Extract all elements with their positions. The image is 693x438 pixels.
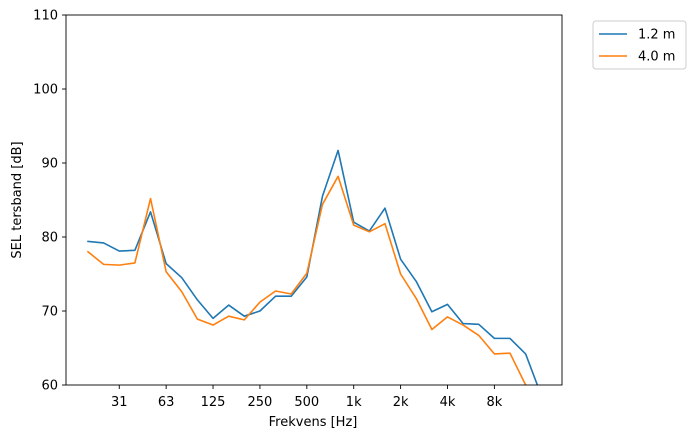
y-tick-label: 70 [41, 305, 58, 320]
x-tick-label: 500 [294, 395, 319, 410]
x-tick-label: 2k [393, 395, 409, 410]
y-axis-label: SEL tersband [dB] [10, 141, 25, 258]
x-tick-label: 31 [111, 395, 128, 410]
plot-frame [65, 14, 563, 386]
series-line-2 [86, 175, 527, 385]
y-tick-label: 80 [41, 231, 58, 246]
legend-label-1: 1.2 m [638, 28, 675, 43]
series-layer [86, 149, 539, 385]
x-tick-label: 125 [201, 395, 226, 410]
y-tick-label: 110 [33, 9, 58, 24]
x-tick-label: 250 [248, 395, 273, 410]
x-tick-label: 4k [440, 395, 456, 410]
y-tick-label: 100 [33, 83, 58, 98]
y-tick-label: 90 [41, 157, 58, 172]
legend-box [592, 20, 687, 70]
x-axis-label: Frekvens [Hz] [269, 415, 358, 430]
x-tick-label: 8k [486, 395, 502, 410]
x-tick-label: 1k [346, 395, 362, 410]
plot-area [66, 15, 562, 385]
y-axis: 60 70 80 90 100 110 [33, 9, 66, 394]
legend: 1.2 m 4.0 m [592, 20, 687, 70]
y-tick-label: 60 [41, 379, 58, 394]
legend-label-2: 4.0 m [638, 50, 675, 65]
x-tick-label: 63 [158, 395, 175, 410]
x-axis: 31 63 125 250 500 1k 2k 4k 8k [111, 385, 503, 410]
